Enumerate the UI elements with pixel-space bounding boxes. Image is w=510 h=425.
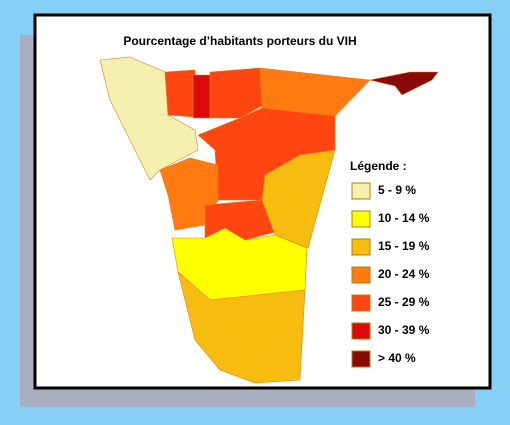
legend-swatch (351, 322, 371, 340)
region (164, 69, 196, 118)
map (99, 56, 439, 384)
legend-label: > 40 % (378, 351, 416, 365)
legend-swatch (351, 182, 371, 200)
legend-label: 5 - 9 % (378, 183, 416, 197)
region (369, 71, 439, 96)
region (177, 271, 306, 384)
legend-label: 30 - 39 % (378, 323, 430, 337)
legend-label: 10 - 14 % (378, 211, 430, 225)
region (99, 56, 199, 181)
region (261, 149, 336, 249)
legend-swatch (351, 350, 371, 368)
legend-swatch (351, 294, 371, 312)
legend: 5 - 9 % 10 - 14 % 15 - 19 % 20 - 24 % 25 - 2… (351, 182, 430, 368)
legend-swatch (351, 210, 371, 228)
legend-title: Légende : (350, 159, 407, 173)
map-title: Pourcentage d’habitants porteurs du VIH (123, 34, 356, 48)
legend-label: 15 - 19 % (378, 239, 430, 253)
region (192, 74, 212, 119)
legend-swatch (351, 266, 371, 284)
region (209, 67, 263, 119)
legend-label: 20 - 24 % (378, 267, 430, 281)
legend-label: 25 - 29 % (378, 295, 430, 309)
legend-swatch (351, 238, 371, 256)
